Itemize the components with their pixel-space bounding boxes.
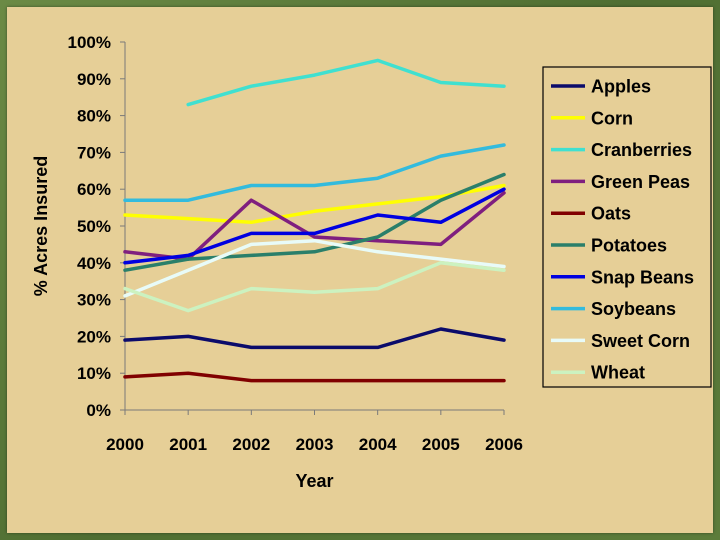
series-line-cranberries xyxy=(186,58,506,107)
legend-label-green-peas: Green Peas xyxy=(591,172,690,192)
x-tick-label: 2004 xyxy=(359,435,397,454)
series-line-snap-beans xyxy=(123,187,506,265)
x-tick-label: 2003 xyxy=(296,435,334,454)
legend: Apples Corn Cranberries Green Peas Oats Potat… xyxy=(542,66,712,388)
series-line-potatoes xyxy=(123,172,506,272)
legend-label-potatoes: Potatoes xyxy=(591,236,667,256)
series-line-apples xyxy=(123,327,506,350)
y-tick-label: 100% xyxy=(68,33,111,52)
series-line-wheat xyxy=(123,261,506,313)
legend-label-oats: Oats xyxy=(591,204,631,224)
y-tick-label: 30% xyxy=(77,291,111,310)
series-line-corn xyxy=(123,183,506,225)
x-tick-label: 2005 xyxy=(422,435,460,454)
y-tick-label: 10% xyxy=(77,364,111,383)
legend-label-wheat: Wheat xyxy=(591,363,645,383)
legend-label-soybeans: Soybeans xyxy=(591,299,676,319)
legend-label-corn: Corn xyxy=(591,108,633,128)
legend-label-cranberries: Cranberries xyxy=(591,140,692,160)
y-axis-title: % Acres Insured xyxy=(31,156,51,296)
y-tick-label: 0% xyxy=(86,401,111,420)
y-tick-label: 50% xyxy=(77,217,111,236)
y-tick-label: 80% xyxy=(77,107,111,126)
y-axis: 0% 10% 20% 30% 40% 50% 60% 70% 80% 90% 100% xyxy=(68,33,126,420)
legend-label-sweet-corn: Sweet Corn xyxy=(591,331,690,351)
y-tick-label: 40% xyxy=(77,254,111,273)
y-tick-label: 60% xyxy=(77,180,111,199)
x-tick-label: 2002 xyxy=(232,435,270,454)
x-tick-label: 2006 xyxy=(485,435,523,454)
legend-label-apples: Apples xyxy=(591,77,651,97)
series-line-sweet-corn xyxy=(123,238,506,298)
series-lines xyxy=(123,58,506,383)
legend-label-snap-beans: Snap Beans xyxy=(591,267,694,287)
y-tick-label: 70% xyxy=(77,143,111,162)
x-tick-label: 2001 xyxy=(169,435,207,454)
x-axis-title: Year xyxy=(295,471,333,491)
y-tick-label: 90% xyxy=(77,70,111,89)
series-line-oats xyxy=(123,371,506,383)
x-tick-label: 2000 xyxy=(106,435,144,454)
y-tick-label: 20% xyxy=(77,327,111,346)
x-axis: 2000 2001 2002 2003 2004 2005 2006 xyxy=(106,409,523,454)
series-line-green-peas xyxy=(123,191,506,261)
series-line-soybeans xyxy=(123,143,506,202)
legend-box xyxy=(542,66,712,388)
